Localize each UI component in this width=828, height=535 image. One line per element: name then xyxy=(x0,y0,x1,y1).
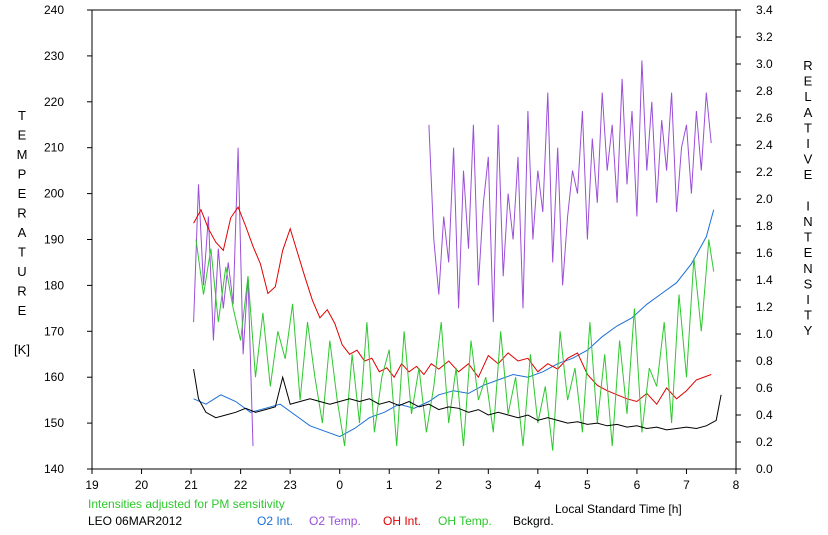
right-tick-label: 2.0 xyxy=(756,192,773,206)
left-label-char: U xyxy=(17,264,26,279)
left-label-char: [K] xyxy=(14,342,30,357)
right-label-char: L xyxy=(804,89,811,104)
left-label-char: P xyxy=(18,167,27,182)
right-tick-label: 1.2 xyxy=(756,300,773,314)
right-label-char: Y xyxy=(804,323,813,338)
right-label-char: N xyxy=(803,261,812,276)
left-tick-label: 180 xyxy=(44,278,64,292)
series-o2-temp xyxy=(193,147,254,447)
left-label-char: T xyxy=(18,108,26,123)
left-label-char: R xyxy=(17,284,26,299)
left-tick-label: 150 xyxy=(44,416,64,430)
right-tick-label: 1.4 xyxy=(756,273,773,287)
left-tick-label: 190 xyxy=(44,233,64,247)
x-tick-label: 6 xyxy=(634,478,641,492)
right-tick-label: 0.0 xyxy=(756,462,773,476)
left-label-char: M xyxy=(17,147,28,162)
x-tick-label: 0 xyxy=(336,478,343,492)
left-label-char: E xyxy=(18,186,27,201)
right-label-char: V xyxy=(804,152,813,167)
left-tick-label: 210 xyxy=(44,141,64,155)
right-tick-label: 0.4 xyxy=(756,408,773,422)
x-tick-label: 1 xyxy=(386,478,393,492)
series-lines xyxy=(193,60,722,451)
right-label-char: E xyxy=(804,74,813,89)
x-tick-label: 2 xyxy=(435,478,442,492)
right-tick-label: 2.6 xyxy=(756,111,773,125)
left-label-char: A xyxy=(18,225,27,240)
right-tick-label: 0.2 xyxy=(756,435,773,449)
x-tick-label: 7 xyxy=(683,478,690,492)
right-tick-label: 1.0 xyxy=(756,327,773,341)
series-o2-temp xyxy=(428,60,712,323)
left-tick-label: 200 xyxy=(44,187,64,201)
x-tick-label: 21 xyxy=(184,478,198,492)
right-label-char: I xyxy=(806,136,810,151)
station-label: LEO 06MAR2012 xyxy=(88,514,182,528)
x-tick-label: 5 xyxy=(584,478,591,492)
right-label-char: N xyxy=(803,214,812,229)
legend-item: O2 Temp. xyxy=(309,514,361,528)
series-oh-temp xyxy=(195,239,715,451)
x-tick-label: 19 xyxy=(85,478,99,492)
x-tick-label: 23 xyxy=(283,478,297,492)
right-label-char: T xyxy=(804,120,812,135)
left-tick-label: 240 xyxy=(44,3,64,17)
x-tick-label: 4 xyxy=(535,478,542,492)
series-o2-int xyxy=(193,209,715,438)
right-tick-label: 0.6 xyxy=(756,381,773,395)
legend-item: OH Int. xyxy=(383,514,421,528)
right-label-char: R xyxy=(803,58,812,73)
right-tick-label: 3.0 xyxy=(756,57,773,71)
right-tick-label: 2.4 xyxy=(756,138,773,152)
right-tick-label: 1.6 xyxy=(756,246,773,260)
left-label-char: R xyxy=(17,206,26,221)
x-axis-ticks: 19 20 21 22 23 0 1 2 3 4 5 6 7 8 xyxy=(85,469,740,492)
x-tick-label: 22 xyxy=(234,478,248,492)
right-label-char: I xyxy=(806,198,810,213)
right-tick-label: 1.8 xyxy=(756,219,773,233)
series-bckgrd xyxy=(193,369,722,431)
left-label-char: E xyxy=(18,303,27,318)
left-tick-label: 160 xyxy=(44,370,64,384)
left-tick-label: 140 xyxy=(44,462,64,476)
left-tick-label: 220 xyxy=(44,95,64,109)
x-tick-label: 3 xyxy=(485,478,492,492)
legend-item: O2 Int. xyxy=(257,514,293,528)
left-axis-ticks: 140 150 160 170 180 190 200 210 220 230 240 xyxy=(44,3,92,476)
right-label-char: T xyxy=(804,230,812,245)
legend: O2 Int. O2 Temp. OH Int. OH Temp. Bckgrd. xyxy=(257,514,554,528)
legend-item: Bckgrd. xyxy=(513,514,554,528)
right-label-char: T xyxy=(804,308,812,323)
right-tick-label: 3.4 xyxy=(756,3,773,17)
right-label-char: I xyxy=(806,292,810,307)
right-tick-label: 2.2 xyxy=(756,165,773,179)
right-label-char: E xyxy=(804,245,813,260)
right-tick-label: 2.8 xyxy=(756,84,773,98)
x-axis-label: Local Standard Time [h] xyxy=(555,502,682,516)
left-label-char: E xyxy=(18,128,27,143)
left-tick-label: 230 xyxy=(44,49,64,63)
legend-item: OH Temp. xyxy=(438,514,492,528)
right-tick-label: 0.8 xyxy=(756,354,773,368)
right-label-char: E xyxy=(804,167,813,182)
x-tick-label: 8 xyxy=(733,478,740,492)
x-tick-label: 20 xyxy=(135,478,149,492)
right-axis-ticks: 0.0 0.2 0.4 0.6 0.8 1.0 1.2 1.4 1.6 1.8 2.0 2.2 2.4 2… xyxy=(736,3,773,476)
left-tick-label: 170 xyxy=(44,324,64,338)
right-label-char: A xyxy=(804,105,813,120)
left-label-char: T xyxy=(18,245,26,260)
right-label-char: S xyxy=(804,276,813,291)
right-tick-label: 3.2 xyxy=(756,30,773,44)
sensitivity-note: Intensities adjusted for PM sensitivity xyxy=(88,497,285,511)
series-oh-int xyxy=(193,206,712,406)
